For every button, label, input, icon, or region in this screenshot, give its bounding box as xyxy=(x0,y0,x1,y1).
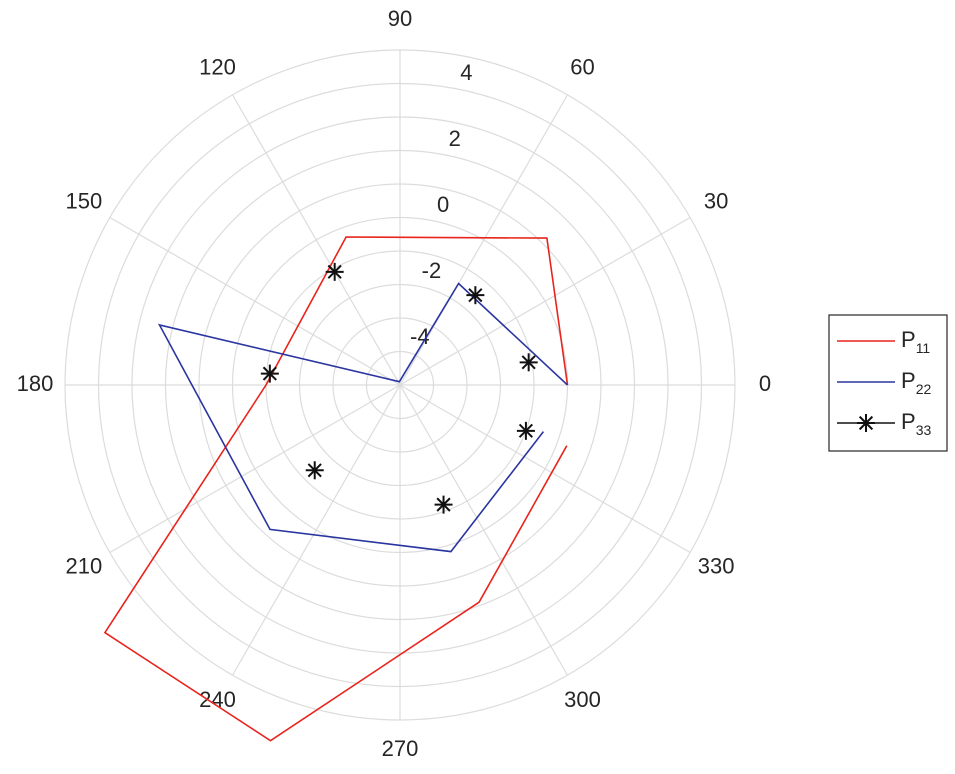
radial-tick-label: -2 xyxy=(422,258,442,283)
series-point-33 xyxy=(466,286,485,305)
series-point-33 xyxy=(325,262,344,281)
legend-entry-11: P11 xyxy=(837,327,930,356)
radial-tick-label: 2 xyxy=(449,126,461,151)
series-point-33 xyxy=(516,421,535,440)
radial-tick-label: -4 xyxy=(410,324,430,349)
angle-tick-label: 30 xyxy=(704,188,728,213)
series-point-33 xyxy=(305,461,324,480)
radial-tick-labels: -4 -2 0 2 4 xyxy=(410,60,472,349)
angle-tick-label: 180 xyxy=(17,371,54,396)
angle-tick-label: 0 xyxy=(759,371,771,396)
angle-tick-label: 60 xyxy=(570,55,594,80)
legend-box xyxy=(828,314,948,452)
angle-tick-label: 210 xyxy=(66,553,103,578)
grid-spoke xyxy=(231,94,401,386)
legend-entry-22: P22 xyxy=(837,368,931,397)
legend: P11 P22 P33 xyxy=(828,314,948,452)
series-point-33 xyxy=(260,364,279,383)
angle-tick-label: 90 xyxy=(388,6,412,31)
series-line-22 xyxy=(157,282,569,553)
angle-tick-label: 150 xyxy=(66,188,103,213)
grid-spoke xyxy=(399,384,569,676)
legend-label: P33 xyxy=(901,409,931,438)
series-point-33 xyxy=(434,495,453,514)
grid-spoke xyxy=(109,216,401,386)
grid-spoke xyxy=(399,94,569,386)
legend-entry-33: P33 xyxy=(837,409,931,438)
angle-tick-label: 120 xyxy=(199,55,236,80)
grid-spoke xyxy=(399,384,691,554)
legend-label: P11 xyxy=(901,327,930,356)
grid-spoke xyxy=(109,384,401,554)
series-layer xyxy=(103,236,569,742)
radial-tick-label: 4 xyxy=(460,60,472,85)
legend-label: P22 xyxy=(901,368,931,397)
angle-tick-label: 300 xyxy=(564,687,601,712)
radial-tick-label: 0 xyxy=(437,192,449,217)
angle-tick-label: 270 xyxy=(382,736,419,761)
series-point-33 xyxy=(519,353,538,372)
grid-spoke xyxy=(231,384,401,676)
grid-spoke xyxy=(399,216,691,386)
angle-tick-label: 330 xyxy=(698,553,735,578)
angle-tick-label: 240 xyxy=(199,687,236,712)
series-line-11 xyxy=(103,236,569,742)
polar-grid xyxy=(64,49,736,721)
